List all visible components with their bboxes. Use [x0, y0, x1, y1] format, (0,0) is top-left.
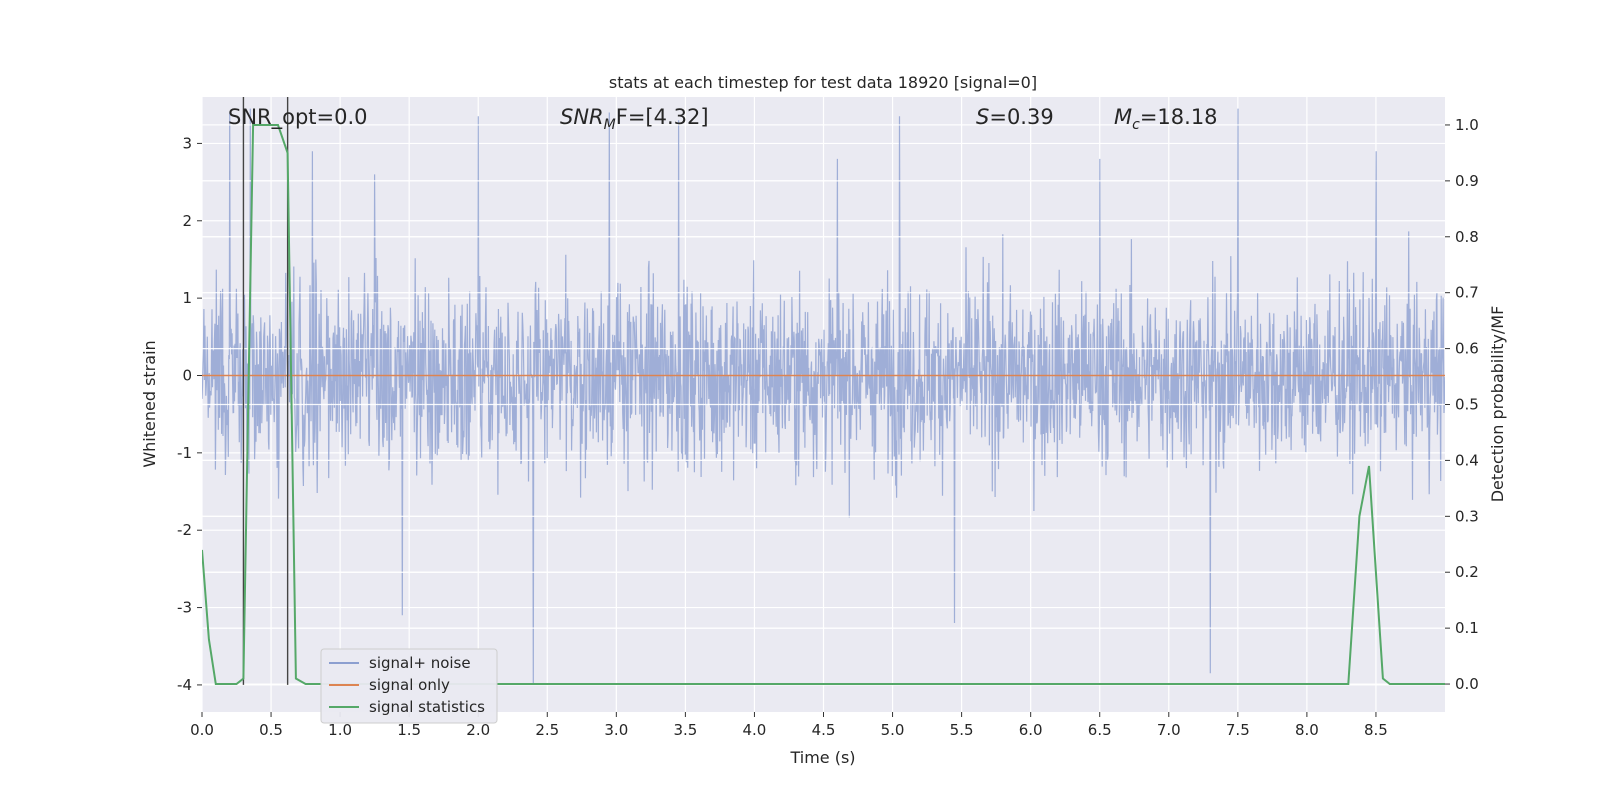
legend: signal+ noise signal only signal statist… — [320, 648, 498, 724]
legend-label-statistics: signal statistics — [369, 698, 485, 716]
x-axis-label: Time (s) — [789, 748, 855, 767]
x-tick-label: 1.5 — [397, 721, 421, 739]
x-tick-label: 0.0 — [190, 721, 214, 739]
left-y-tick-label: -4 — [177, 676, 192, 694]
right-y-tick-label: 0.4 — [1455, 451, 1479, 469]
right-y-tick-label: 0.6 — [1455, 340, 1479, 358]
x-tick-label: 3.0 — [604, 721, 628, 739]
s-value: =0.39 — [989, 105, 1053, 129]
left-y-tick-label: -2 — [177, 521, 192, 539]
x-tick-label: 6.0 — [1019, 721, 1043, 739]
legend-label-noise: signal+ noise — [369, 654, 471, 672]
x-tick-label: 5.5 — [950, 721, 974, 739]
x-tick-label: 8.5 — [1364, 721, 1388, 739]
left-y-axis-label: Whitened strain — [140, 340, 159, 467]
right-y-tick-label: 0.1 — [1455, 619, 1479, 637]
left-y-tick-label: 1 — [182, 289, 192, 307]
chart-title: stats at each timestep for test data 189… — [609, 73, 1037, 92]
right-y-axis-label: Detection probability/MF — [1488, 306, 1507, 503]
right-y-tick-label: 0.5 — [1455, 396, 1479, 414]
right-y-tick-label: 0.2 — [1455, 563, 1479, 581]
left-y-axis-ticks: 3 2 1 0 -1 -2 -3 -4 — [177, 134, 202, 694]
x-tick-label: 4.0 — [743, 721, 767, 739]
x-tick-label: 2.0 — [466, 721, 490, 739]
x-axis-ticks: 0.0 0.5 1.0 1.5 2.0 2.5 3.0 3.5 4.0 4.5 5.0 5.5 6.0 6… — [190, 712, 1388, 739]
snr-mf-value: F=[4.32] — [616, 105, 709, 129]
mc-name: M — [1114, 105, 1132, 129]
x-tick-label: 7.0 — [1157, 721, 1181, 739]
x-tick-label: 5.0 — [881, 721, 905, 739]
x-tick-label: 6.5 — [1088, 721, 1112, 739]
right-y-tick-label: 0.7 — [1455, 284, 1479, 302]
x-tick-label: 2.5 — [535, 721, 559, 739]
right-y-tick-label: 0.0 — [1455, 675, 1479, 693]
right-y-tick-label: 0.3 — [1455, 507, 1479, 525]
left-y-tick-label: -3 — [177, 599, 192, 617]
right-y-axis-ticks: 1.0 0.9 0.8 0.7 0.6 0.5 0.4 0.3 0.2 0.1 0.0 — [1445, 116, 1479, 693]
right-y-tick-label: 0.8 — [1455, 228, 1479, 246]
legend-box — [320, 648, 498, 724]
signal-statistics-line — [202, 124, 1445, 685]
x-tick-label: 7.5 — [1226, 721, 1250, 739]
signal-plus-noise-line — [202, 108, 1445, 685]
left-y-tick-label: 3 — [182, 134, 192, 152]
mc-value: =18.18 — [1140, 105, 1218, 129]
right-y-tick-label: 0.9 — [1455, 172, 1479, 190]
annotation-mc: Mc=18.18 — [1114, 105, 1218, 133]
annotation-s: S=0.39 — [976, 105, 1054, 129]
legend-label-signal-only: signal only — [369, 676, 450, 694]
snr-mf-subscript: M — [604, 117, 616, 133]
x-tick-label: 0.5 — [259, 721, 283, 739]
annotation-snr-opt: SNR_opt=0.0 — [228, 105, 368, 130]
left-y-tick-label: 2 — [182, 212, 192, 230]
left-y-tick-label: 0 — [182, 366, 192, 384]
signal-statistics-series — [202, 124, 1445, 685]
snr-mf-base: SNR — [560, 105, 604, 129]
right-y-tick-label: 1.0 — [1455, 116, 1479, 134]
left-y-tick-label: -1 — [177, 444, 192, 462]
x-tick-label: 8.0 — [1295, 721, 1319, 739]
x-tick-label: 3.5 — [673, 721, 697, 739]
signal-plus-noise-series — [202, 108, 1445, 685]
mc-subscript: c — [1132, 117, 1140, 133]
s-name: S — [976, 105, 989, 129]
annotation-snr-mf: SNRMF=[4.32] — [560, 105, 709, 133]
x-tick-label: 1.0 — [328, 721, 352, 739]
x-tick-label: 4.5 — [812, 721, 836, 739]
